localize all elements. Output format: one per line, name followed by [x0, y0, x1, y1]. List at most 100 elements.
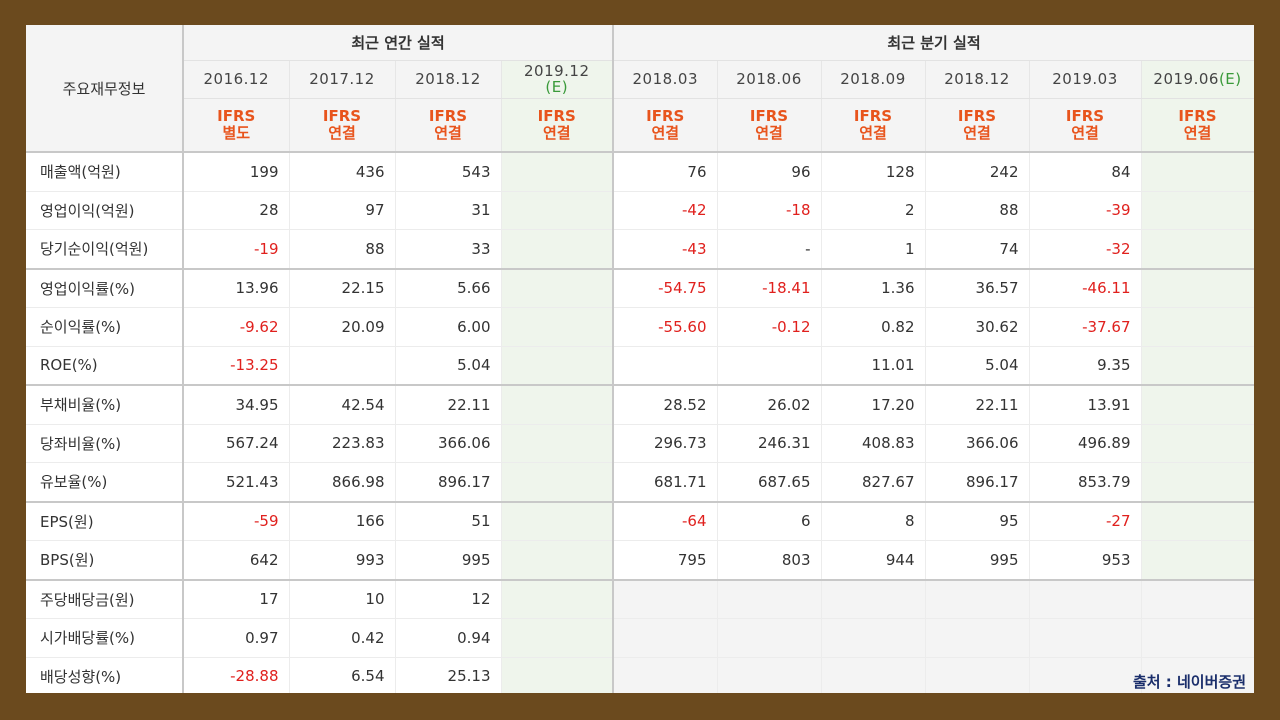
annual-value-cell: [501, 657, 614, 693]
row-label: 부채비율(%): [26, 385, 184, 425]
annual-value-cell: 642: [183, 540, 290, 581]
quarter-value-cell: -18: [717, 191, 822, 230]
annual-value-cell: 6.54: [289, 657, 396, 693]
annual-value-cell: -59: [183, 501, 290, 541]
row-label: 당기순이익(억원): [26, 229, 184, 270]
quarter-value-cell: 827.67: [821, 462, 926, 503]
annual-value-cell: 22.15: [289, 268, 396, 308]
ifrs-label: IFRS: [217, 106, 256, 125]
annual-value-cell: [501, 346, 614, 386]
annual-value-cell: 5.04: [395, 346, 502, 386]
annual-value-cell: 13.96: [183, 268, 290, 308]
annual-period-label: 2019.12: [523, 62, 590, 80]
source-caption: 출처 : 네이버증권: [1132, 673, 1246, 691]
quarter-empty-cell: [925, 579, 1030, 619]
quarter-empty-cell: [925, 618, 1030, 658]
annual-value-cell: 995: [395, 540, 502, 581]
quarter-value-cell: 803: [717, 540, 822, 581]
quarter-value-cell: -42: [612, 191, 718, 230]
annual-value-cell: -28.88: [183, 657, 290, 693]
annual-value-cell: 199: [183, 152, 290, 192]
quarter-value-cell: -0.12: [717, 307, 822, 347]
table-row: 순이익률(%) -9.62 20.09 6.00 -55.60 -0.12 0.82 30.6…: [26, 307, 1254, 347]
quarter-value-cell: [1141, 424, 1254, 463]
quarter-value-cell: [1141, 307, 1254, 347]
table-row: 매출액(억원) 199 436 543 76 96 128 242 84: [26, 152, 1254, 192]
quarter-empty-cell: [717, 579, 822, 619]
quarter-value-cell: 28.52: [612, 385, 718, 425]
quarter-value-cell: 9.35: [1029, 346, 1142, 386]
annual-value-cell: [501, 385, 614, 425]
annual-value-cell: 521.43: [183, 462, 290, 503]
ifrs-type: 연결: [651, 123, 680, 142]
ifrs-type: 연결: [1071, 123, 1099, 142]
ifrs-label: IFRS: [322, 106, 362, 125]
quarter-empty-cell: [612, 618, 718, 658]
ifrs-basis-header: IFRS 연결: [717, 98, 822, 153]
annual-value-cell: 436: [289, 152, 396, 192]
annual-value-cell: [501, 307, 614, 347]
row-label: 시가배당률(%): [26, 618, 184, 658]
quarter-value-cell: [1141, 540, 1254, 581]
table-row: 영업이익(억원) 28 97 31 -42 -18 2 88 -39: [26, 191, 1254, 230]
ifrs-type: 연결: [434, 123, 462, 142]
quarter-empty-cell: [821, 579, 926, 619]
quarter-period-label: 2019.06: [1153, 70, 1219, 88]
quarter-period-header: 2018.03: [612, 60, 718, 99]
quarter-value-cell: 242: [925, 152, 1030, 192]
quarter-empty-cell: [1029, 657, 1142, 693]
annual-value-cell: 42.54: [289, 385, 396, 425]
quarter-empty-cell: [925, 657, 1030, 693]
quarter-period-header: 2019.06(E): [1141, 60, 1254, 99]
annual-value-cell: 10: [289, 579, 396, 619]
table-row: 부채비율(%) 34.95 42.54 22.11 28.52 26.02 17.20 22.…: [26, 385, 1254, 425]
annual-period-header: 2018.12: [395, 60, 502, 99]
ifrs-type: 연결: [859, 123, 887, 142]
annual-value-cell: [501, 268, 614, 308]
row-label: 배당성향(%): [26, 657, 184, 693]
annual-value-cell: 0.97: [183, 618, 290, 658]
quarter-empty-cell: [1141, 657, 1254, 693]
ifrs-type: 연결: [755, 123, 783, 142]
annual-value-cell: 33: [395, 229, 502, 270]
quarter-value-cell: 30.62: [925, 307, 1030, 347]
quarter-value-cell: [1141, 385, 1254, 425]
quarter-value-cell: [1141, 268, 1254, 308]
annual-period-header: 2019.12 (E): [501, 60, 614, 99]
annual-value-cell: 993: [289, 540, 396, 581]
quarter-empty-cell: [612, 657, 718, 693]
ifrs-basis-header: IFRS 연결: [612, 98, 718, 153]
quarter-empty-cell: [1141, 618, 1254, 658]
annual-value-cell: 0.42: [289, 618, 396, 658]
table-row: 영업이익률(%) 13.96 22.15 5.66 -54.75 -18.41 1.36 36…: [26, 268, 1254, 308]
annual-value-cell: [501, 191, 614, 230]
row-label: 주당배당금(원): [26, 579, 184, 619]
quarter-period-header: 2018.06: [717, 60, 822, 99]
quarter-period-header: 2018.09: [821, 60, 926, 99]
annual-value-cell: 896.17: [395, 462, 502, 503]
quarter-value-cell: 944: [821, 540, 926, 581]
ifrs-basis-header: IFRS 연결: [395, 98, 502, 153]
quarter-value-cell: 246.31: [717, 424, 822, 463]
quarter-value-cell: 26.02: [717, 385, 822, 425]
row-label: 매출액(억원): [26, 152, 184, 192]
annual-value-cell: [501, 152, 614, 192]
ifrs-basis-header: IFRS 연결: [501, 98, 614, 153]
annual-value-cell: 0.94: [395, 618, 502, 658]
quarter-value-cell: 366.06: [925, 424, 1030, 463]
annual-value-cell: 51: [395, 501, 502, 541]
quarter-value-cell: [1141, 191, 1254, 230]
quarter-empty-cell: [1141, 579, 1254, 619]
quarter-value-cell: 8: [821, 501, 926, 541]
row-label: BPS(원): [26, 540, 184, 581]
annual-value-cell: 166: [289, 501, 396, 541]
quarter-value-cell: 84: [1029, 152, 1142, 192]
row-label: 영업이익률(%): [26, 268, 184, 308]
annual-value-cell: 22.11: [395, 385, 502, 425]
row-label: 유보율(%): [26, 462, 184, 503]
quarter-value-cell: 681.71: [612, 462, 718, 503]
annual-value-cell: 17: [183, 579, 290, 619]
ifrs-basis-header: IFRS 연결: [289, 98, 396, 153]
ifrs-type: 연결: [328, 123, 356, 142]
quarter-value-cell: 0.82: [821, 307, 926, 347]
